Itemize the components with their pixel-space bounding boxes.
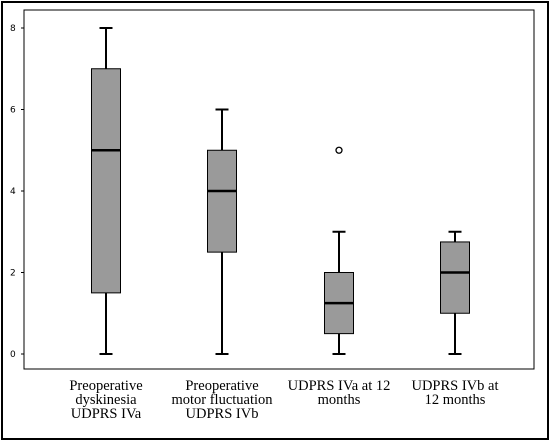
outlier-point <box>335 146 343 154</box>
y-tick-label: 0 <box>10 350 16 360</box>
category-label: months <box>318 392 361 408</box>
box-iqr <box>207 149 237 253</box>
category-label: dyskinesia <box>75 392 137 408</box>
y-tick-label: 6 <box>10 106 16 116</box>
category-label: Preoperative <box>69 378 142 394</box>
category-label: Preoperative <box>185 378 258 394</box>
category-label: UDPRS IVa <box>71 406 142 422</box>
category-label: motor fluctuation <box>171 392 273 408</box>
category-label: 12 months <box>425 392 486 408</box>
box-iqr <box>440 241 470 314</box>
y-tick-label: 8 <box>10 24 16 34</box>
category-label: UDPRS IVb at <box>411 378 498 394</box>
category-label: UDPRS IVb <box>186 406 259 422</box>
category-label: UDPRS IVa at 12 <box>288 378 391 394</box>
y-tick-label: 4 <box>10 187 16 197</box>
box-iqr <box>91 68 121 294</box>
y-axis: 0 2 4 6 8 <box>10 24 24 360</box>
boxes-group <box>91 27 470 355</box>
y-tick-label: 2 <box>10 269 16 279</box>
